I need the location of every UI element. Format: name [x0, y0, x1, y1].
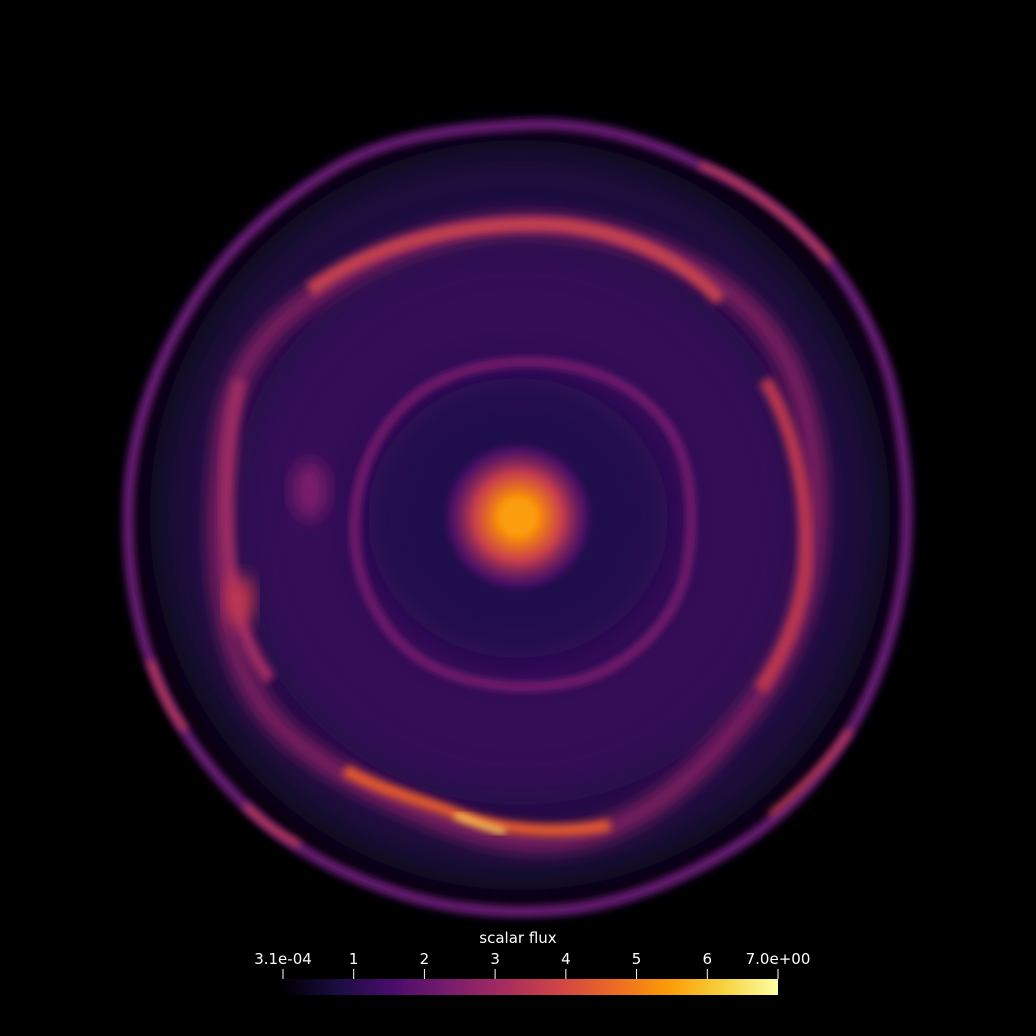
middle-shell-bright-arc-right [754, 376, 813, 694]
middle-shell-bright-arc-top [305, 217, 726, 305]
middle-shell-left-spot-2 [292, 460, 328, 520]
middle-shell-hotspot [454, 812, 506, 835]
outer-shell-highlights [147, 162, 853, 848]
middle-shell-left-arc [219, 378, 276, 685]
outer-shell [122, 118, 913, 918]
middle-shell-left-spot [226, 574, 254, 626]
inner-ring [350, 357, 696, 692]
core-center [500, 499, 536, 535]
